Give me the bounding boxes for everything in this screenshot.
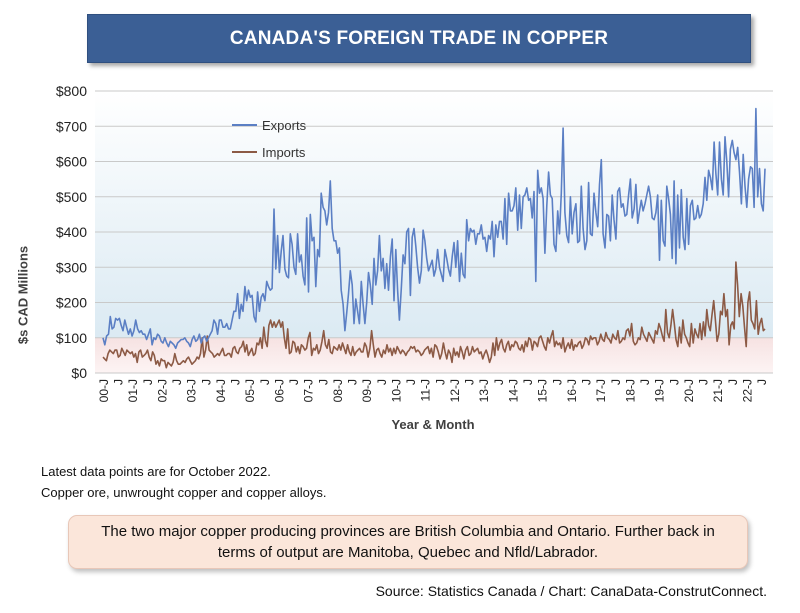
x-tick-label: J [229,379,243,385]
x-tick-label: 03-J [185,379,199,402]
x-tick-label: J [433,379,447,385]
series-line-imports [102,261,766,369]
x-tick-label: 12-J [448,379,462,402]
x-tick-label: J [492,379,506,385]
y-tick-label: $700 [56,118,87,134]
y-tick-label: $800 [56,83,87,99]
series-line-exports [102,107,766,350]
x-tick-label: J [755,379,769,385]
x-tick-label: 05-J [243,379,257,402]
x-tick-label: 15-J [536,379,550,402]
note-copper-types: Copper ore, unwrought copper and copper … [41,485,327,500]
x-tick-label: J [375,379,389,385]
x-tick-label: J [463,379,477,385]
x-tick-label: J [521,379,535,385]
line-chart: $0$100$200$300$400$500$600$700$800 00-J J… [56,83,773,432]
x-tick-label: 00-J [97,379,111,402]
x-tick-label: J [580,379,594,385]
x-tick-label: 17-J [594,379,608,402]
x-tick-label: J [258,379,272,385]
y-tick-label: $600 [56,154,87,170]
x-tick-label: 21-J [711,379,725,402]
x-tick-label: 10-J [389,379,403,402]
x-tick-label: J [697,379,711,385]
x-tick-label: J [170,379,184,385]
x-tick-label: 07-J [302,379,316,402]
x-tick-label: 14-J [506,379,520,402]
x-tick-label: 20-J [682,379,696,402]
x-tick-label: 01-J [126,379,140,402]
x-tick-label: J [141,379,155,385]
x-tick-label: 09-J [360,379,374,402]
legend-label-imports: Imports [262,145,306,160]
x-tick-label: J [316,379,330,385]
y-tick-label: $200 [56,295,87,311]
x-tick-label: J [112,379,126,385]
x-tick-label: 18-J [623,379,637,402]
x-tick-label: 11-J [419,379,433,401]
source-credit: Source: Statistics Canada / Chart: CanaD… [375,583,767,599]
x-tick-label: 06-J [272,379,286,402]
x-tick-label: 22-J [740,379,754,402]
x-tick-label: 19-J [653,379,667,402]
x-axis-label: Year & Month [391,417,474,432]
x-tick-label: 16-J [565,379,579,402]
x-tick-label: 13-J [477,379,491,402]
x-tick-label: J [609,379,623,385]
x-tick-label: J [287,379,301,385]
callout-text: The two major copper producing provinces… [101,523,715,561]
x-tick-label: J [199,379,213,385]
x-tick-label: J [638,379,652,385]
legend-label-exports: Exports [262,118,307,133]
x-tick-label: J [667,379,681,385]
y-tick-label: $300 [56,259,87,275]
chart-title: CANADA'S FOREIGN TRADE IN COPPER [87,14,751,63]
x-tick-label: J [346,379,360,385]
legend: Exports Imports [232,118,307,160]
y-tick-label: $500 [56,189,87,205]
callout-box: The two major copper producing provinces… [68,515,748,569]
x-tick-label: 04-J [214,379,228,402]
note-latest-data: Latest data points are for October 2022. [41,464,271,479]
y-tick-label: $100 [56,330,87,346]
x-tick-label: J [726,379,740,385]
x-tick-label: J [550,379,564,385]
y-tick-label: $400 [56,224,87,240]
x-tick-label: 02-J [155,379,169,402]
x-tick-label: 08-J [331,379,345,402]
x-tick-label: J [404,379,418,385]
y-tick-label: $0 [71,365,87,381]
